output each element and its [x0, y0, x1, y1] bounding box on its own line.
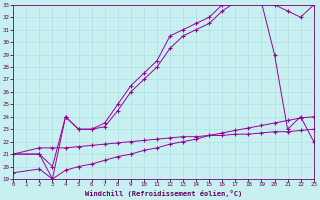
X-axis label: Windchill (Refroidissement éolien,°C): Windchill (Refroidissement éolien,°C) — [85, 190, 242, 197]
